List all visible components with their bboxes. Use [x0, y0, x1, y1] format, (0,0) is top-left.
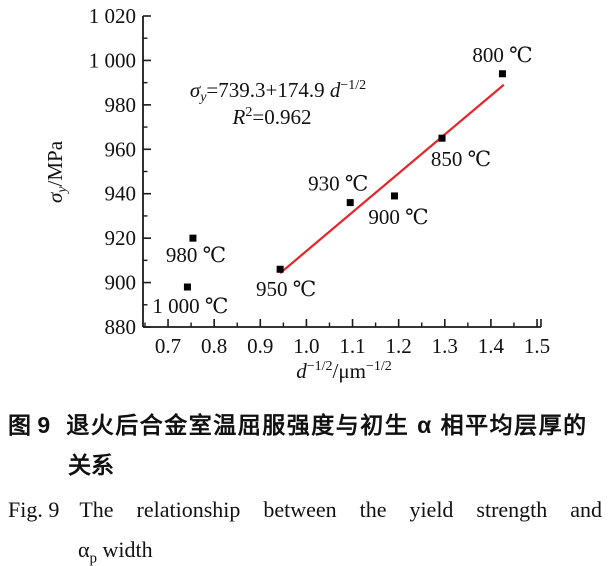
y-axis-title: σy/MPa [43, 140, 70, 203]
caption-zh-line2: 关系 [68, 452, 114, 478]
caption-english: Fig. 9 The relationship between the yiel… [8, 499, 604, 566]
point-label: 900 ℃ [368, 205, 428, 229]
alpha-subscript: p [89, 550, 98, 566]
y-tick-label: 920 [105, 226, 137, 250]
data-point [189, 234, 197, 242]
caption-chinese: 图 9 退火后合金室温屈服强度与初生 α 相平均层厚的 关系 [8, 414, 604, 477]
chart-svg: 880 900 920 940 960 980 1 000 1 020 0.7 0.8 0.9 1.0… [43, 4, 550, 383]
y-tick-label: 1 000 [89, 48, 136, 72]
r-squared-text: R2=0.962 [232, 105, 312, 129]
data-point [438, 134, 446, 142]
y-tick-label: 940 [105, 182, 137, 206]
point-label: 980 ℃ [166, 243, 226, 267]
x-tick-label: 0.9 [247, 334, 273, 358]
data-point [391, 192, 399, 200]
data-point [183, 283, 191, 291]
x-axis-title: d−1/2/μm−1/2 [296, 359, 392, 383]
x-tick-label: 1.5 [524, 334, 550, 358]
scatter-chart: 880 900 920 940 960 980 1 000 1 020 0.7 0.8 0.9 1.0… [43, 4, 550, 383]
data-point [498, 70, 506, 78]
y-tick-label: 900 [105, 271, 137, 295]
point-label: 930 ℃ [308, 172, 368, 196]
fit-line [279, 83, 505, 275]
point-label: 1 000 ℃ [152, 294, 228, 318]
x-tick-label: 1.1 [339, 334, 365, 358]
point-label: 950 ℃ [256, 277, 316, 301]
data-point [276, 265, 284, 273]
x-tick-label: 1.4 [478, 334, 505, 358]
x-tick-label: 0.8 [201, 334, 227, 358]
caption-en-line1: Fig. 9 The relationship between the yiel… [8, 499, 604, 521]
figure-number-zh: 图 9 [8, 412, 51, 438]
x-tick-label: 0.7 [155, 334, 181, 358]
x-tick-label: 1.3 [432, 334, 458, 358]
equation-text: σy=739.3+174.9 d−1/2 [190, 78, 366, 105]
x-tick-label: 1.0 [293, 334, 319, 358]
caption-zh-line1: 图 9 退火后合金室温屈服强度与初生 α 相平均层厚的 [8, 414, 604, 437]
y-tick-label: 980 [105, 93, 137, 117]
data-point [346, 199, 354, 207]
point-label: 850 ℃ [431, 147, 491, 171]
caption-en-text: The relationship between the yield stren… [79, 497, 602, 522]
alpha-symbol: α [78, 537, 90, 562]
caption-en-line2-text: width [102, 537, 153, 562]
figure-number-en: Fig. 9 [8, 497, 60, 522]
x-tick-label: 1.2 [386, 334, 412, 358]
point-label: 800 ℃ [472, 43, 532, 67]
caption-zh-text: 退火后合金室温屈服强度与初生 α 相平均层厚的 [66, 412, 588, 438]
y-tick-label: 1 020 [89, 4, 136, 28]
y-tick-label: 960 [105, 137, 137, 161]
caption-en-line2: αp width [78, 539, 604, 566]
figure-captions: 图 9 退火后合金室温屈服强度与初生 α 相平均层厚的 关系 Fig. 9 Th… [0, 414, 610, 566]
y-tick-label: 880 [105, 315, 137, 339]
